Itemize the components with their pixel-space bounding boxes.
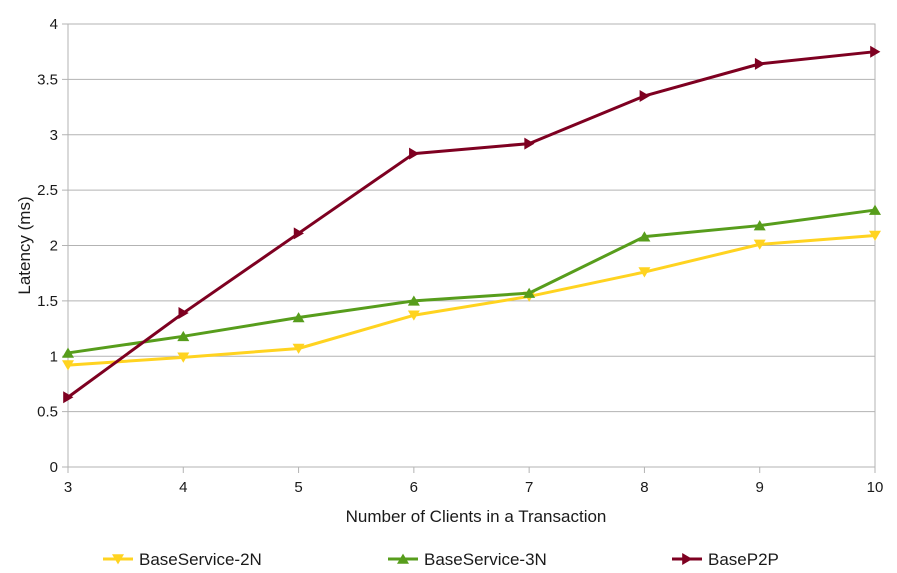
data-point-baseservice-2n-x5: [292, 343, 305, 354]
series-line-baseservice-3n: [67, 208, 876, 355]
y-tick-label-0-5: 0.5: [37, 404, 58, 421]
data-point-baseservice-3n-x5: [292, 312, 305, 323]
data-point-basep2p-x9: [754, 57, 766, 70]
x-tick-label-9: 9: [756, 479, 764, 496]
series-line-basep2p: [67, 50, 876, 399]
y-tick-label-3-5: 3.5: [37, 71, 58, 88]
legend-item-baseservice-3n: BaseService-3N: [388, 550, 547, 569]
series-baseservice-3n: [62, 204, 881, 358]
y-tick-label-1: 1: [50, 348, 58, 365]
y-tick-label-4: 4: [50, 16, 58, 33]
y-axis-ticks: 0 0.5 1 1.5 2 2.5 3 3.5 4: [37, 16, 68, 476]
x-tick-label-4: 4: [179, 479, 187, 496]
legend-item-baseservice-2n: BaseService-2N: [103, 550, 262, 569]
x-tick-label-10: 10: [867, 479, 884, 496]
data-point-basep2p-x4: [178, 307, 189, 320]
data-point-basep2p-x3: [63, 391, 74, 404]
legend: BaseService-2N BaseService-3N BaseP2P: [103, 550, 779, 569]
data-point-baseservice-3n-x7: [523, 287, 536, 298]
legend-label-basep2p: BaseP2P: [708, 550, 779, 569]
x-tick-label-5: 5: [294, 479, 302, 496]
legend-swatch-marker-baseservice-2n: [112, 554, 124, 565]
data-point-baseservice-3n-x10: [869, 204, 881, 215]
data-point-baseservice-2n-x4: [177, 352, 190, 363]
x-tick-label-3: 3: [64, 479, 72, 496]
y-tick-label-0: 0: [50, 459, 58, 476]
data-point-baseservice-3n-x3: [62, 347, 74, 358]
legend-swatch-marker-basep2p: [682, 553, 693, 565]
y-axis-title: Latency (ms): [15, 196, 34, 294]
data-point-basep2p-x7: [524, 137, 535, 150]
y-tick-label-2-5: 2.5: [37, 182, 58, 199]
data-point-baseservice-3n-x8: [638, 231, 651, 242]
data-point-baseservice-2n-x6: [407, 310, 420, 321]
legend-item-basep2p: BaseP2P: [672, 550, 779, 569]
data-point-basep2p-x5: [293, 227, 304, 240]
x-tick-label-7: 7: [525, 479, 533, 496]
data-point-basep2p-x6: [409, 147, 420, 160]
y-tick-label-1-5: 1.5: [37, 293, 58, 310]
data-point-baseservice-3n-x9: [753, 220, 766, 231]
data-point-baseservice-2n-x3: [62, 360, 74, 371]
x-axis-title: Number of Clients in a Transaction: [346, 507, 607, 526]
series-group: [62, 45, 881, 404]
y-tick-label-2: 2: [50, 238, 58, 255]
data-point-baseservice-2n-x9: [753, 239, 766, 250]
data-point-baseservice-2n-x8: [638, 267, 651, 278]
data-point-basep2p-x8: [639, 89, 650, 102]
data-point-baseservice-3n-x6: [407, 295, 420, 306]
legend-swatch-marker-baseservice-3n: [397, 553, 409, 564]
series-basep2p: [63, 45, 881, 404]
x-tick-label-8: 8: [640, 479, 648, 496]
data-point-baseservice-3n-x4: [177, 330, 190, 342]
legend-label-baseservice-2n: BaseService-2N: [139, 550, 262, 569]
series-line-baseservice-2n: [67, 234, 876, 367]
x-axis-ticks: 3 4 5 6 7 8 9 10: [64, 467, 884, 496]
x-tick-label-6: 6: [410, 479, 418, 496]
y-tick-label-3: 3: [50, 127, 58, 144]
legend-label-baseservice-3n: BaseService-3N: [424, 550, 547, 569]
data-point-basep2p-x10: [870, 45, 881, 58]
data-point-baseservice-2n-x10: [869, 230, 881, 241]
